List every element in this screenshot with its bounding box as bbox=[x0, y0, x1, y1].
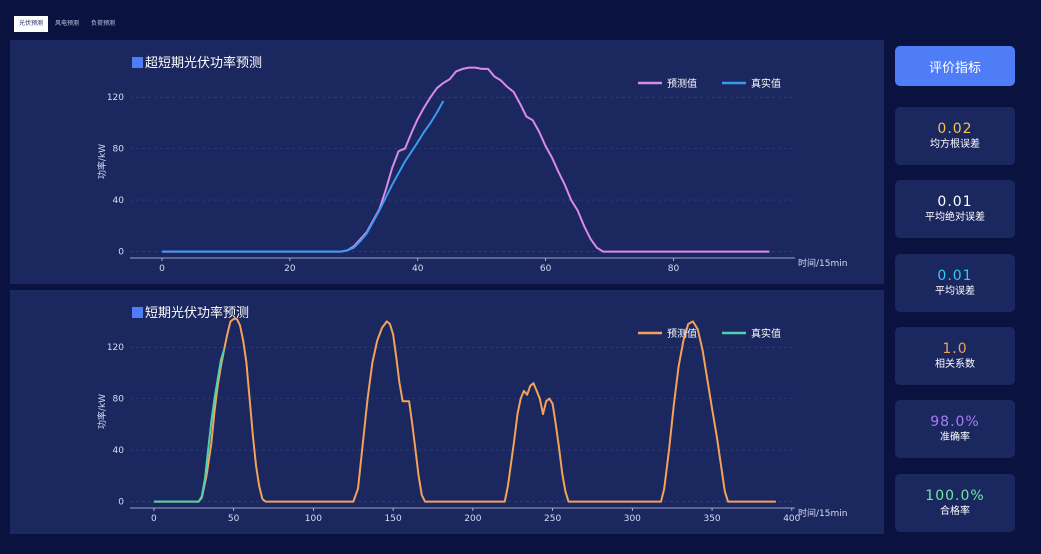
y-tick-label: 80 bbox=[113, 145, 125, 155]
x-tick-label: 0 bbox=[159, 264, 165, 274]
metric-label-accuracy: 准确率 bbox=[940, 431, 970, 443]
y-axis-label: 功率/kW bbox=[96, 144, 108, 179]
metric-card-mae: 0.01 平均绝对误差 bbox=[895, 180, 1015, 238]
metric-value-mean-error: 0.01 bbox=[937, 267, 973, 284]
y-tick-label: 40 bbox=[113, 446, 125, 456]
metric-card-correlation: 1.0 相关系数 bbox=[895, 327, 1015, 385]
y-tick-label: 120 bbox=[107, 343, 124, 353]
x-tick-label: 20 bbox=[284, 264, 296, 274]
metric-label-mae: 平均绝对误差 bbox=[925, 211, 985, 223]
legend-label-0: 预测值 bbox=[667, 77, 697, 90]
x-tick-label: 0 bbox=[151, 514, 157, 524]
legend-label-1: 真实值 bbox=[751, 327, 781, 340]
x-tick-label: 250 bbox=[544, 514, 561, 524]
legend-label-1: 真实值 bbox=[751, 77, 781, 90]
series-line-0 bbox=[153, 317, 776, 503]
y-tick-label: 0 bbox=[118, 248, 124, 258]
metric-label-rmse: 均方根误差 bbox=[930, 138, 980, 150]
short-term-chart-panel: 短期光伏功率预测 0 40 80 120 0 50 100 150 200 250 300 350 400… bbox=[10, 290, 884, 534]
tab-load-forecast[interactable]: 负荷预测 bbox=[91, 20, 116, 27]
x-tick-label: 200 bbox=[464, 514, 481, 524]
tab-wind-forecast[interactable]: 风电预测 bbox=[55, 20, 80, 27]
metric-value-accuracy: 98.0% bbox=[930, 413, 980, 430]
x-tick-label: 40 bbox=[412, 264, 424, 274]
x-axis-label: 时间/15min bbox=[798, 257, 847, 269]
metric-label-pass-rate: 合格率 bbox=[940, 505, 970, 517]
title-marker-icon bbox=[132, 307, 143, 318]
metric-card-rmse: 0.02 均方根误差 bbox=[895, 107, 1015, 165]
metric-card-accuracy: 98.0% 准确率 bbox=[895, 400, 1015, 458]
x-tick-label: 60 bbox=[540, 264, 552, 274]
x-tick-label: 50 bbox=[228, 514, 240, 524]
tab-pv-forecast[interactable]: 光伏预测 bbox=[14, 16, 49, 32]
x-tick-label: 350 bbox=[703, 514, 720, 524]
chart-title: 超短期光伏功率预测 bbox=[145, 55, 262, 71]
x-tick-label: 80 bbox=[668, 264, 680, 274]
metric-value-rmse: 0.02 bbox=[937, 120, 973, 137]
metric-value-mae: 0.01 bbox=[937, 193, 973, 210]
short-term-chart: 短期光伏功率预测 0 40 80 120 0 50 100 150 200 250 300 350 400… bbox=[96, 305, 847, 524]
chart-title: 短期光伏功率预测 bbox=[145, 305, 249, 321]
metric-card-mean-error: 0.01 平均误差 bbox=[895, 254, 1015, 312]
y-tick-label: 120 bbox=[107, 93, 124, 103]
series-line-1 bbox=[162, 100, 445, 253]
legend-label-0: 预测值 bbox=[667, 327, 697, 340]
x-tick-label: 400 bbox=[783, 514, 800, 524]
metric-card-pass-rate: 100.0% 合格率 bbox=[895, 474, 1015, 532]
ultra-short-term-chart: 超短期光伏功率预测 0 40 80 120 0 20 40 60 80 时间/15min 功率/kW 预… bbox=[96, 55, 847, 274]
x-tick-label: 150 bbox=[385, 514, 402, 524]
series-line-0 bbox=[162, 66, 770, 253]
metric-value-correlation: 1.0 bbox=[942, 340, 968, 357]
y-axis-label: 功率/kW bbox=[96, 394, 108, 429]
ultra-short-term-chart-panel: 超短期光伏功率预测 0 40 80 120 0 20 40 60 80 时间/15min 功率/kW 预… bbox=[10, 40, 884, 284]
metric-value-pass-rate: 100.0% bbox=[925, 487, 985, 504]
x-axis-label: 时间/15min bbox=[798, 507, 847, 519]
series-line-1 bbox=[153, 349, 226, 503]
metric-label-mean-error: 平均误差 bbox=[935, 285, 975, 297]
y-tick-label: 40 bbox=[113, 196, 125, 206]
title-marker-icon bbox=[132, 57, 143, 68]
y-tick-label: 0 bbox=[118, 498, 124, 508]
y-tick-label: 80 bbox=[113, 395, 125, 405]
x-tick-label: 300 bbox=[624, 514, 641, 524]
x-tick-label: 100 bbox=[305, 514, 322, 524]
tab-bar: 光伏预测 风电预测 负荷预测 bbox=[14, 16, 120, 32]
evaluation-metrics-button[interactable]: 评价指标 bbox=[895, 46, 1015, 86]
metric-label-correlation: 相关系数 bbox=[935, 358, 975, 370]
